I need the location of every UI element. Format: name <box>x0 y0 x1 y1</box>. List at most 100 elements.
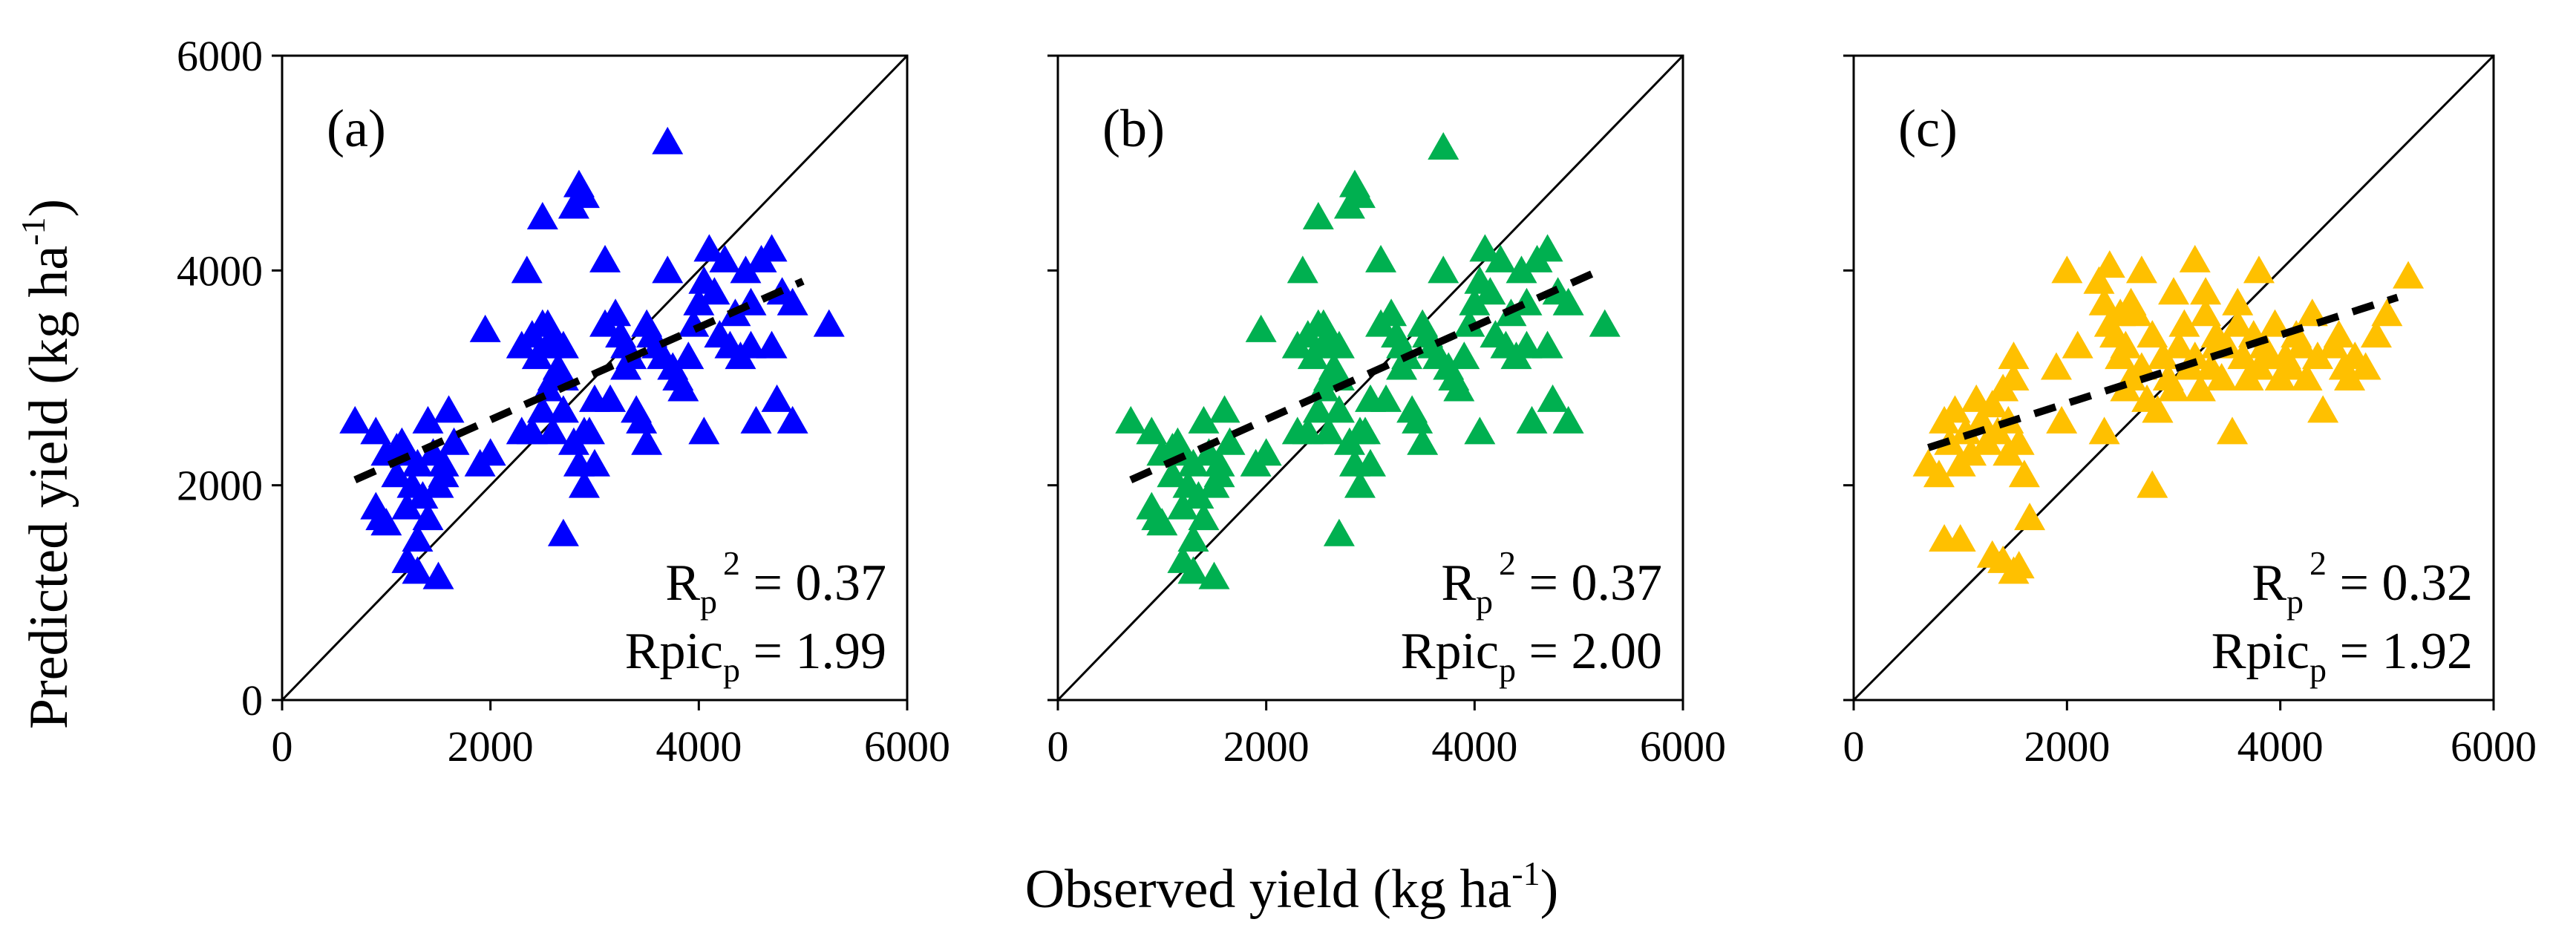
y-axis-title-close: ) <box>19 199 79 218</box>
data-point-b <box>1312 416 1344 445</box>
y-axis-title: Predicted yield (kg ha-1) <box>14 199 79 729</box>
data-point-c <box>1993 438 2024 466</box>
stat-sub: p <box>2286 583 2304 621</box>
stat-sup: 2 <box>723 544 740 582</box>
data-point-b <box>1589 309 1621 337</box>
stat-rpic-b: Rpicp = 2.00 <box>1401 623 1662 689</box>
data-point-a <box>516 416 548 445</box>
data-point-c <box>2222 287 2254 316</box>
data-point-c <box>2179 244 2211 272</box>
data-point-b <box>1355 448 1386 477</box>
data-point-b <box>1469 234 1501 262</box>
data-point-b <box>1177 556 1209 584</box>
data-point-a <box>777 287 808 316</box>
data-point-a <box>412 503 444 531</box>
data-point-b <box>1177 524 1209 552</box>
data-point-c <box>2014 503 2046 531</box>
data-point-c <box>2371 298 2403 327</box>
data-point-c <box>2137 320 2168 348</box>
data-point-a <box>600 298 632 327</box>
x-tick-label-b: 2000 <box>1223 722 1310 771</box>
data-point-c <box>2046 405 2078 434</box>
y-tick-label-a: 6000 <box>177 32 263 80</box>
panel-label-b: (b) <box>1102 99 1165 158</box>
data-point-c <box>2158 277 2189 305</box>
data-point-c <box>1944 524 1976 552</box>
data-point-c <box>2147 341 2179 370</box>
data-point-a <box>402 524 434 552</box>
data-point-c <box>2040 352 2072 380</box>
data-point-a <box>579 448 610 477</box>
data-point-c <box>2184 373 2216 402</box>
stat-value: = 0.37 <box>1516 555 1662 612</box>
data-point-b <box>1323 330 1355 359</box>
one-to-one-line-a <box>281 54 909 702</box>
data-point-b <box>1511 330 1543 359</box>
data-point-b <box>1209 395 1240 423</box>
data-point-a <box>526 202 558 229</box>
data-point-c <box>1923 460 1955 488</box>
data-point-a <box>777 405 808 434</box>
data-point-a <box>683 287 715 316</box>
data-point-b <box>1203 448 1235 477</box>
data-point-b <box>1188 405 1220 434</box>
data-point-a <box>438 427 470 455</box>
stat-value: = 0.37 <box>740 555 886 612</box>
data-point-a <box>370 508 402 536</box>
data-point-c <box>2323 320 2355 348</box>
data-point-b <box>1365 244 1397 272</box>
data-point-a <box>595 384 627 412</box>
stat-sub: p <box>700 583 717 621</box>
data-point-c <box>2142 395 2174 423</box>
data-point-a <box>537 363 569 390</box>
data-point-b <box>1454 309 1485 337</box>
data-point-c <box>1949 416 1981 445</box>
data-point-c <box>2222 309 2254 337</box>
trend-line-b <box>1129 267 1601 483</box>
data-point-a <box>652 255 684 284</box>
x-tick-label-a: 4000 <box>656 722 742 771</box>
data-point-a <box>381 460 413 488</box>
data-point-c <box>2137 470 2168 498</box>
data-point-b <box>1157 460 1189 488</box>
data-point-c <box>2158 373 2189 402</box>
data-point-c <box>2334 363 2366 390</box>
data-point-b <box>1531 330 1563 359</box>
x-tick-label-a: 2000 <box>448 722 534 771</box>
data-point-a <box>558 191 589 219</box>
x-tick-label-c: 0 <box>1843 722 1865 771</box>
data-point-c <box>2291 363 2323 390</box>
data-point-b <box>1428 255 1459 284</box>
data-point-b <box>1292 416 1324 445</box>
one-to-one-line-b <box>1056 54 1684 702</box>
data-point-a <box>589 244 621 272</box>
data-point-c <box>2206 363 2237 390</box>
data-point-a <box>688 416 720 445</box>
stat-base: R <box>1441 555 1476 612</box>
data-point-b <box>1474 277 1506 305</box>
data-point-a <box>526 395 558 423</box>
panel-label-a: (a) <box>327 99 386 158</box>
data-point-b <box>1344 416 1376 445</box>
data-point-c <box>2051 255 2083 284</box>
x-tick-label-c: 2000 <box>2024 722 2110 771</box>
data-point-a <box>402 556 434 584</box>
data-point-c <box>2190 277 2222 305</box>
data-point-a <box>547 518 579 546</box>
stat-value: = 1.92 <box>2327 623 2473 680</box>
data-point-a <box>360 416 392 445</box>
data-point-b <box>1459 287 1491 316</box>
data-point-c <box>2105 298 2137 327</box>
x-axis-title-close: ) <box>1540 859 1559 920</box>
data-point-a <box>547 330 579 359</box>
data-point-b <box>1214 427 1246 455</box>
data-point-a <box>547 395 579 423</box>
data-point-b <box>1136 416 1168 445</box>
data-point-c <box>2008 460 2040 488</box>
data-point-c <box>1955 438 1987 466</box>
data-point-a <box>667 373 699 402</box>
data-point-a <box>360 491 392 520</box>
x-axis-title: Observed yield (kg ha-1) <box>1025 854 1559 920</box>
data-point-a <box>433 395 465 423</box>
